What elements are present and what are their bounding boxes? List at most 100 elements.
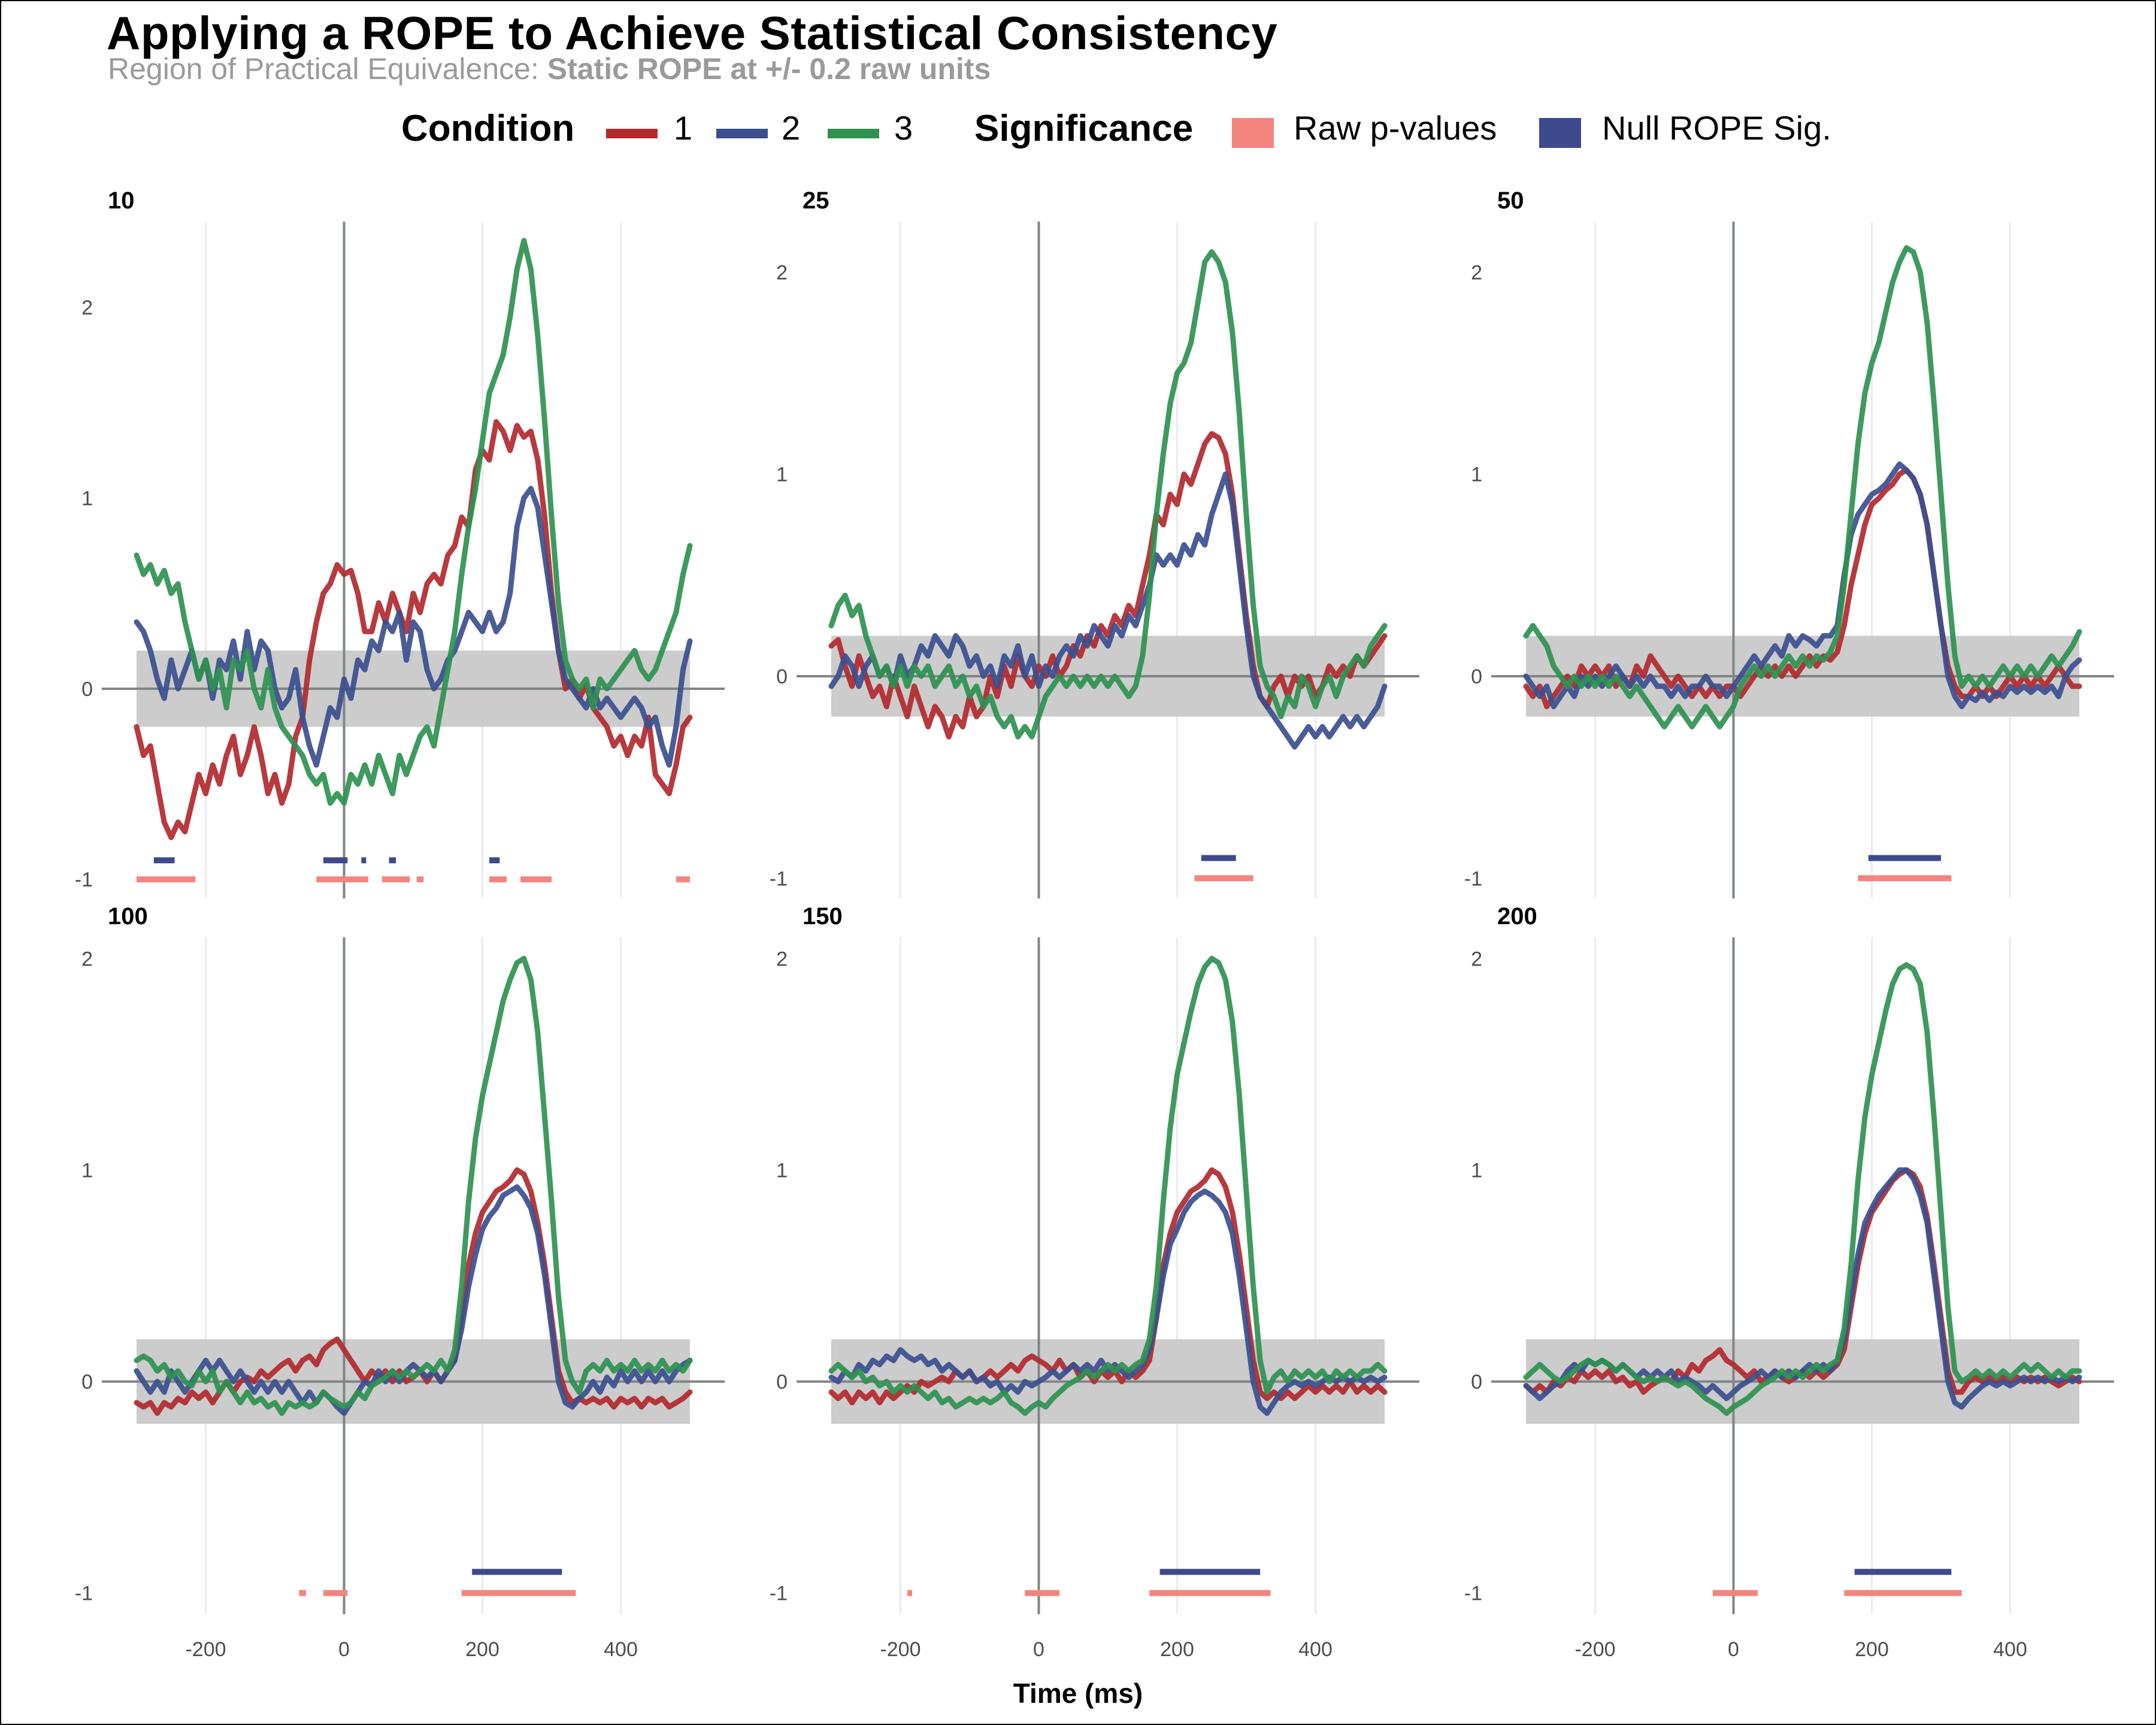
series-line-condition-1 xyxy=(828,1167,1388,1406)
raw-sig-bar xyxy=(1858,875,1952,882)
x-tick-label: 200 xyxy=(465,1638,499,1661)
legend-condition-1-label: 1 xyxy=(674,109,693,147)
raw-sig-bar xyxy=(382,876,410,883)
legend-condition-1-swatch xyxy=(606,129,658,138)
rope-sig-bar xyxy=(389,857,396,864)
y-tick-label: 0 xyxy=(1471,1371,1482,1394)
legend-condition-3-label: 3 xyxy=(894,109,913,147)
x-tick-label: 400 xyxy=(1298,1638,1333,1661)
y-tick-label: 1 xyxy=(776,1159,788,1182)
facet-label: 150 xyxy=(803,903,843,930)
rope-sig-bar xyxy=(153,857,175,864)
legend-raw-p-label: Raw p-values xyxy=(1294,109,1497,147)
y-tick-label: 1 xyxy=(1471,1159,1482,1182)
x-tick-label: -200 xyxy=(185,1638,226,1661)
series-line-condition-2 xyxy=(1523,461,2082,710)
legend-condition-title: Condition xyxy=(401,108,575,149)
series-line-condition-2 xyxy=(828,1188,1388,1416)
y-tick-label: -1 xyxy=(1464,1582,1482,1605)
y-tick-label: 0 xyxy=(1471,665,1482,688)
x-tick-label: 400 xyxy=(604,1638,638,1661)
y-tick-label: -1 xyxy=(75,1582,93,1605)
y-tick-label: 1 xyxy=(776,464,788,486)
y-tick-label: 0 xyxy=(81,1371,93,1394)
x-tick-label: 400 xyxy=(1993,1638,2027,1661)
y-tick-label: 0 xyxy=(776,1371,788,1394)
y-tick-label: 1 xyxy=(1471,464,1482,486)
y-tick-label: -1 xyxy=(770,1582,788,1605)
series-line-condition-2 xyxy=(828,471,1388,750)
chart-title: Applying a ROPE to Achieve Statistical C… xyxy=(107,7,1278,59)
facet-label: 200 xyxy=(1497,903,1537,930)
y-tick-label: 1 xyxy=(81,488,93,510)
raw-sig-bar xyxy=(520,876,552,883)
series-line-condition-3 xyxy=(828,249,1388,740)
raw-sig-bar xyxy=(416,876,424,883)
subtitle-prefix: Region of Practical Equivalence: xyxy=(108,52,547,86)
legend-condition-3-swatch xyxy=(828,129,879,138)
raw-sig-bar xyxy=(1149,1590,1271,1596)
series-line-condition-1 xyxy=(134,419,693,840)
raw-sig-bar xyxy=(316,876,368,883)
y-tick-label: -1 xyxy=(75,868,93,891)
y-tick-label: 2 xyxy=(1471,261,1482,284)
raw-sig-bar xyxy=(1844,1590,1962,1596)
raw-sig-bar xyxy=(1712,1590,1758,1596)
raw-sig-bar xyxy=(137,876,196,883)
facet-label: 50 xyxy=(1497,187,1524,214)
rope-sig-bar xyxy=(472,1569,562,1575)
raw-sig-bar xyxy=(323,1590,348,1596)
series-line-condition-3 xyxy=(134,955,693,1416)
facet-label: 100 xyxy=(108,903,148,930)
facet-label: 25 xyxy=(803,187,829,214)
y-tick-label: 2 xyxy=(81,948,93,970)
x-tick-label: 200 xyxy=(1160,1638,1194,1661)
raw-sig-bar xyxy=(489,876,507,883)
series-line-condition-3 xyxy=(1523,245,2082,730)
raw-sig-bar xyxy=(907,1590,913,1596)
rope-sig-bar xyxy=(1201,855,1236,861)
raw-sig-bar xyxy=(299,1590,306,1596)
x-tick-label: -200 xyxy=(880,1638,920,1661)
y-tick-label: 0 xyxy=(776,665,788,688)
rope-sig-bar xyxy=(1854,1569,1952,1575)
y-tick-label: 2 xyxy=(81,296,93,319)
legend-condition-2-swatch xyxy=(716,129,768,138)
y-tick-label: -1 xyxy=(1464,867,1482,890)
rope-sig-bar xyxy=(1159,1569,1261,1575)
series-line-condition-2 xyxy=(134,486,693,768)
x-tick-label: -200 xyxy=(1574,1638,1615,1661)
legend-null-rope-label: Null ROPE Sig. xyxy=(1602,109,1831,147)
chart-subtitle: Region of Practical Equivalence: Static … xyxy=(108,52,991,86)
raw-sig-bar xyxy=(461,1590,576,1596)
x-tick-label: 200 xyxy=(1855,1638,1889,1661)
series-line-condition-1 xyxy=(828,431,1388,740)
legend: Condition 1 2 3 Significance Raw p-value… xyxy=(0,105,2156,159)
legend-raw-p-swatch xyxy=(1232,118,1274,148)
rope-sig-bar xyxy=(1868,855,1941,861)
y-tick-label: 0 xyxy=(81,678,93,701)
series-line-condition-3 xyxy=(1523,962,2082,1416)
rope-sig-bar xyxy=(489,857,500,864)
legend-significance-title: Significance xyxy=(974,108,1194,149)
y-tick-label: 1 xyxy=(81,1159,93,1182)
facet-label: 10 xyxy=(108,187,135,214)
series-line-condition-2 xyxy=(134,1184,693,1416)
x-axis-title: Time (ms) xyxy=(1013,1678,1143,1709)
legend-condition-2-label: 2 xyxy=(782,109,801,147)
y-tick-label: 2 xyxy=(1471,948,1482,970)
series-line-condition-3 xyxy=(134,238,693,806)
legend-null-rope-swatch xyxy=(1539,118,1581,148)
series-line-condition-3 xyxy=(828,955,1388,1416)
y-tick-label: -1 xyxy=(770,867,788,890)
rope-sig-bar xyxy=(361,857,367,864)
x-tick-label: 0 xyxy=(1033,1638,1044,1661)
rope-sig-bar xyxy=(323,857,348,864)
y-tick-label: 2 xyxy=(776,261,788,284)
y-tick-label: 2 xyxy=(776,948,788,970)
x-tick-label: 0 xyxy=(338,1638,350,1661)
raw-sig-bar xyxy=(1025,1590,1060,1596)
x-tick-label: 0 xyxy=(1728,1638,1739,1661)
